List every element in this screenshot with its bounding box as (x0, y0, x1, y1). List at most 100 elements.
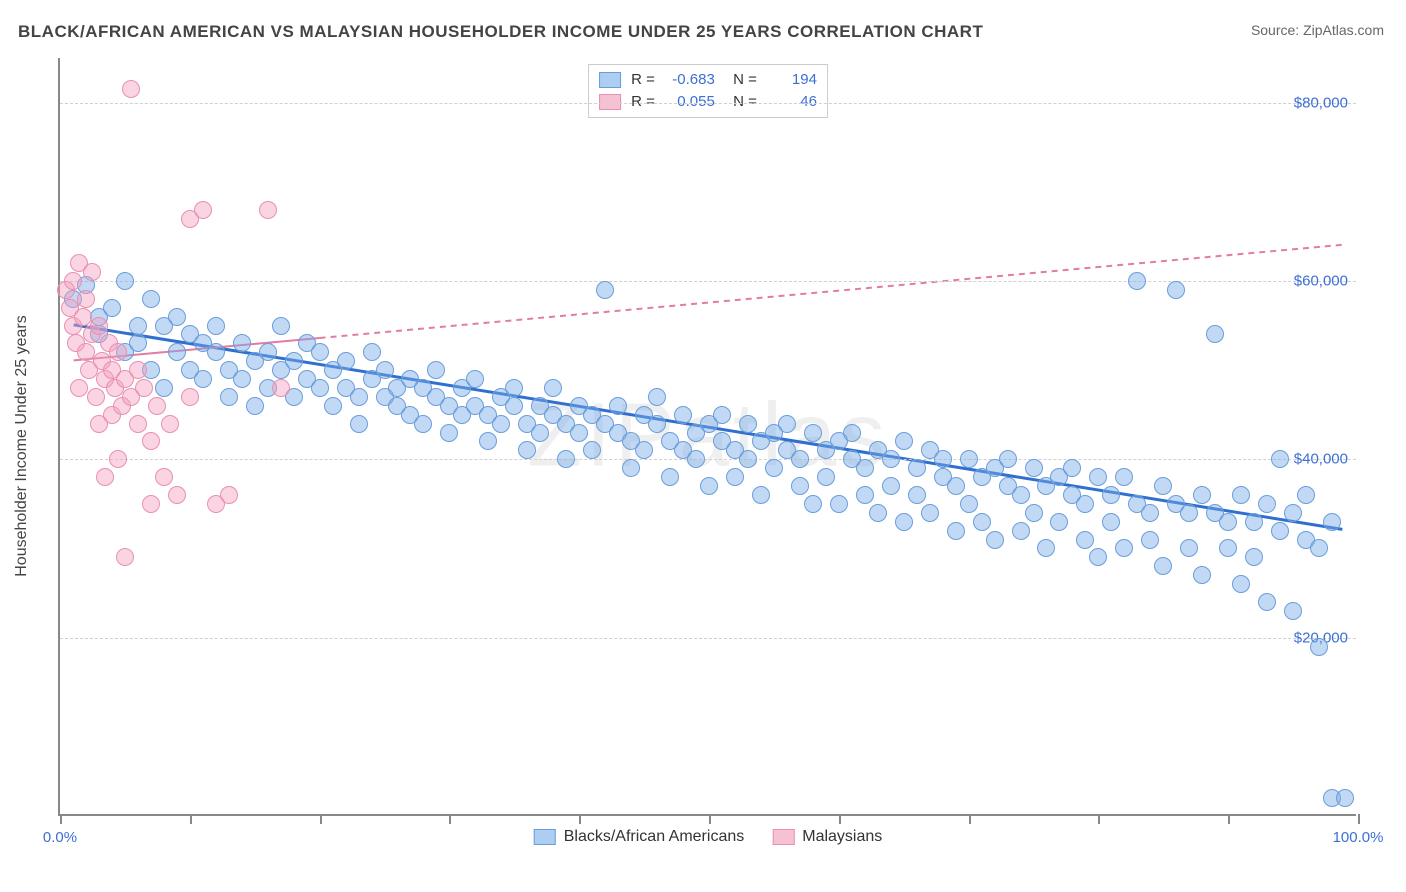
legend-swatch (772, 829, 794, 845)
data-point (609, 397, 627, 415)
data-point (1271, 522, 1289, 540)
data-point (791, 477, 809, 495)
x-tick (190, 814, 192, 824)
x-tick (969, 814, 971, 824)
data-point (311, 343, 329, 361)
data-point (1076, 495, 1094, 513)
data-point (1128, 272, 1146, 290)
data-point (648, 388, 666, 406)
data-point (804, 495, 822, 513)
data-point (129, 334, 147, 352)
gridline (60, 103, 1356, 104)
data-point (272, 317, 290, 335)
data-point (427, 361, 445, 379)
data-point (544, 379, 562, 397)
data-point (129, 415, 147, 433)
data-point (1089, 548, 1107, 566)
y-tick-label: $40,000 (1294, 451, 1348, 468)
x-tick (320, 814, 322, 824)
data-point (1297, 486, 1315, 504)
legend-item: Blacks/African Americans (534, 828, 745, 846)
data-point (129, 317, 147, 335)
data-point (168, 486, 186, 504)
legend-swatch (599, 72, 621, 88)
data-point (109, 450, 127, 468)
data-point (116, 272, 134, 290)
data-point (934, 450, 952, 468)
x-tick-label: 0.0% (43, 829, 77, 846)
data-point (83, 263, 101, 281)
data-point (1180, 504, 1198, 522)
x-tick (449, 814, 451, 824)
correlation-chart: BLACK/AFRICAN AMERICAN VS MALAYSIAN HOUS… (0, 0, 1406, 892)
data-point (1193, 566, 1211, 584)
data-point (1193, 486, 1211, 504)
data-point (155, 379, 173, 397)
data-point (1102, 513, 1120, 531)
data-point (1336, 789, 1354, 807)
data-point (856, 459, 874, 477)
data-point (350, 388, 368, 406)
data-point (1154, 477, 1172, 495)
data-point (1219, 513, 1237, 531)
data-point (505, 397, 523, 415)
data-point (122, 80, 140, 98)
plot-area: ZIPatlas R =-0.683 N =194R =0.055 N =46 … (58, 58, 1356, 816)
gridline (60, 281, 1356, 282)
data-point (1025, 459, 1043, 477)
data-point (661, 468, 679, 486)
data-point (103, 299, 121, 317)
stat-r-label: R = (631, 69, 655, 91)
y-axis-label: Householder Income Under 25 years (13, 315, 31, 576)
data-point (583, 441, 601, 459)
data-point (674, 406, 692, 424)
data-point (687, 450, 705, 468)
data-point (155, 468, 173, 486)
data-point (505, 379, 523, 397)
legend-label: Malaysians (802, 828, 882, 846)
data-point (1232, 575, 1250, 593)
gridline (60, 638, 1356, 639)
x-tick (839, 814, 841, 824)
data-point (960, 495, 978, 513)
data-point (1025, 504, 1043, 522)
data-point (324, 397, 342, 415)
gridline (60, 459, 1356, 460)
data-point (161, 415, 179, 433)
data-point (272, 379, 290, 397)
data-point (363, 343, 381, 361)
data-point (96, 468, 114, 486)
x-tick (1358, 814, 1360, 824)
data-point (168, 308, 186, 326)
data-point (1245, 548, 1263, 566)
data-point (440, 424, 458, 442)
x-tick (1098, 814, 1100, 824)
data-point (596, 281, 614, 299)
data-point (1154, 557, 1172, 575)
data-point (142, 495, 160, 513)
data-point (1089, 468, 1107, 486)
data-point (337, 352, 355, 370)
data-point (90, 317, 108, 335)
data-point (908, 486, 926, 504)
data-point (285, 352, 303, 370)
chart-title: BLACK/AFRICAN AMERICAN VS MALAYSIAN HOUS… (18, 22, 983, 42)
data-point (87, 388, 105, 406)
data-point (181, 388, 199, 406)
data-point (778, 415, 796, 433)
data-point (570, 424, 588, 442)
legend-item: Malaysians (772, 828, 882, 846)
data-point (1115, 539, 1133, 557)
data-point (1167, 281, 1185, 299)
data-point (194, 201, 212, 219)
data-point (220, 486, 238, 504)
data-point (220, 388, 238, 406)
data-point (1206, 325, 1224, 343)
data-point (70, 379, 88, 397)
data-point (129, 361, 147, 379)
data-point (518, 441, 536, 459)
source-attribution: Source: ZipAtlas.com (1251, 22, 1384, 38)
series-legend: Blacks/African Americans Malaysians (534, 828, 883, 846)
data-point (973, 513, 991, 531)
data-point (1258, 495, 1276, 513)
